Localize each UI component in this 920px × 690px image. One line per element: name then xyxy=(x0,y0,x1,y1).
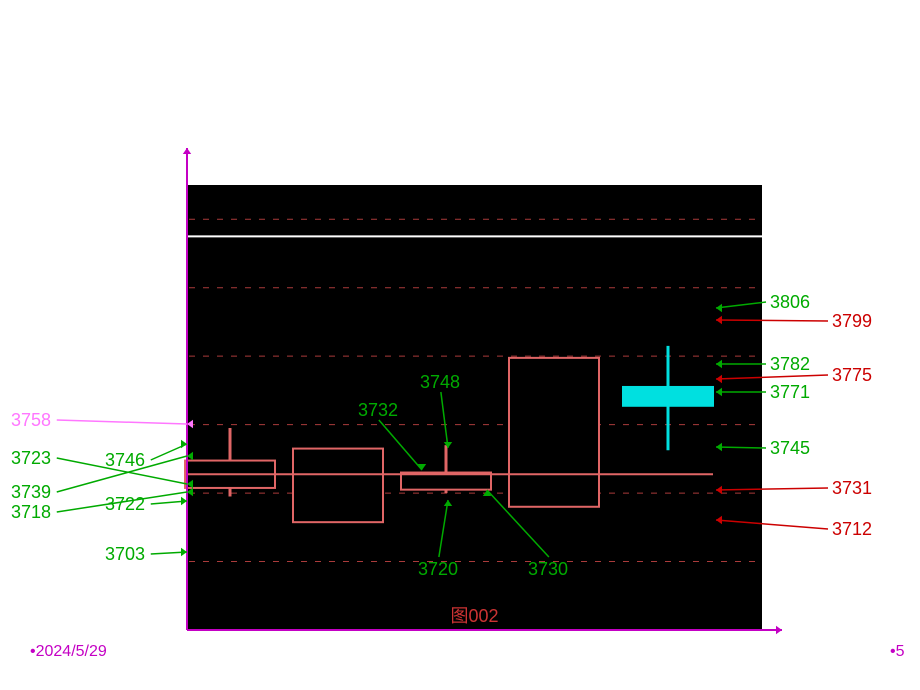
price-label: 3746 xyxy=(105,450,145,470)
candlestick-chart: 3758 3723 3746 37393718 3722 3703 3732 3748 3720… xyxy=(0,0,920,690)
price-label: 3723 xyxy=(11,448,51,468)
candle-body-down xyxy=(623,387,713,406)
price-label: 3775 xyxy=(832,365,872,385)
price-label: 3712 xyxy=(832,519,872,539)
price-label: 3720 xyxy=(418,559,458,579)
annotation-line xyxy=(716,320,828,321)
candle-body-up xyxy=(509,358,599,507)
plot-area xyxy=(187,185,762,630)
chart-title: 图002 xyxy=(451,606,499,626)
price-label: 3758 xyxy=(11,410,51,430)
price-label: 3806 xyxy=(770,292,810,312)
annotation-line xyxy=(716,447,766,448)
price-label: 3730 xyxy=(528,559,568,579)
price-label: 3739 xyxy=(11,482,51,502)
price-label: 3748 xyxy=(420,372,460,392)
price-label: 3782 xyxy=(770,354,810,374)
price-label: 3731 xyxy=(832,478,872,498)
price-label: 3771 xyxy=(770,382,810,402)
price-label: 3732 xyxy=(358,400,398,420)
price-label: 3703 xyxy=(105,544,145,564)
price-label: 3722 xyxy=(105,494,145,514)
candle-body-up xyxy=(293,449,383,523)
right-footer-label: •5 xyxy=(890,643,905,660)
price-label: 3718 xyxy=(11,502,51,522)
price-label: 3745 xyxy=(770,438,810,458)
price-label: 3799 xyxy=(832,311,872,331)
date-label: •2024/5/29 xyxy=(30,643,107,660)
close-line xyxy=(185,473,713,475)
